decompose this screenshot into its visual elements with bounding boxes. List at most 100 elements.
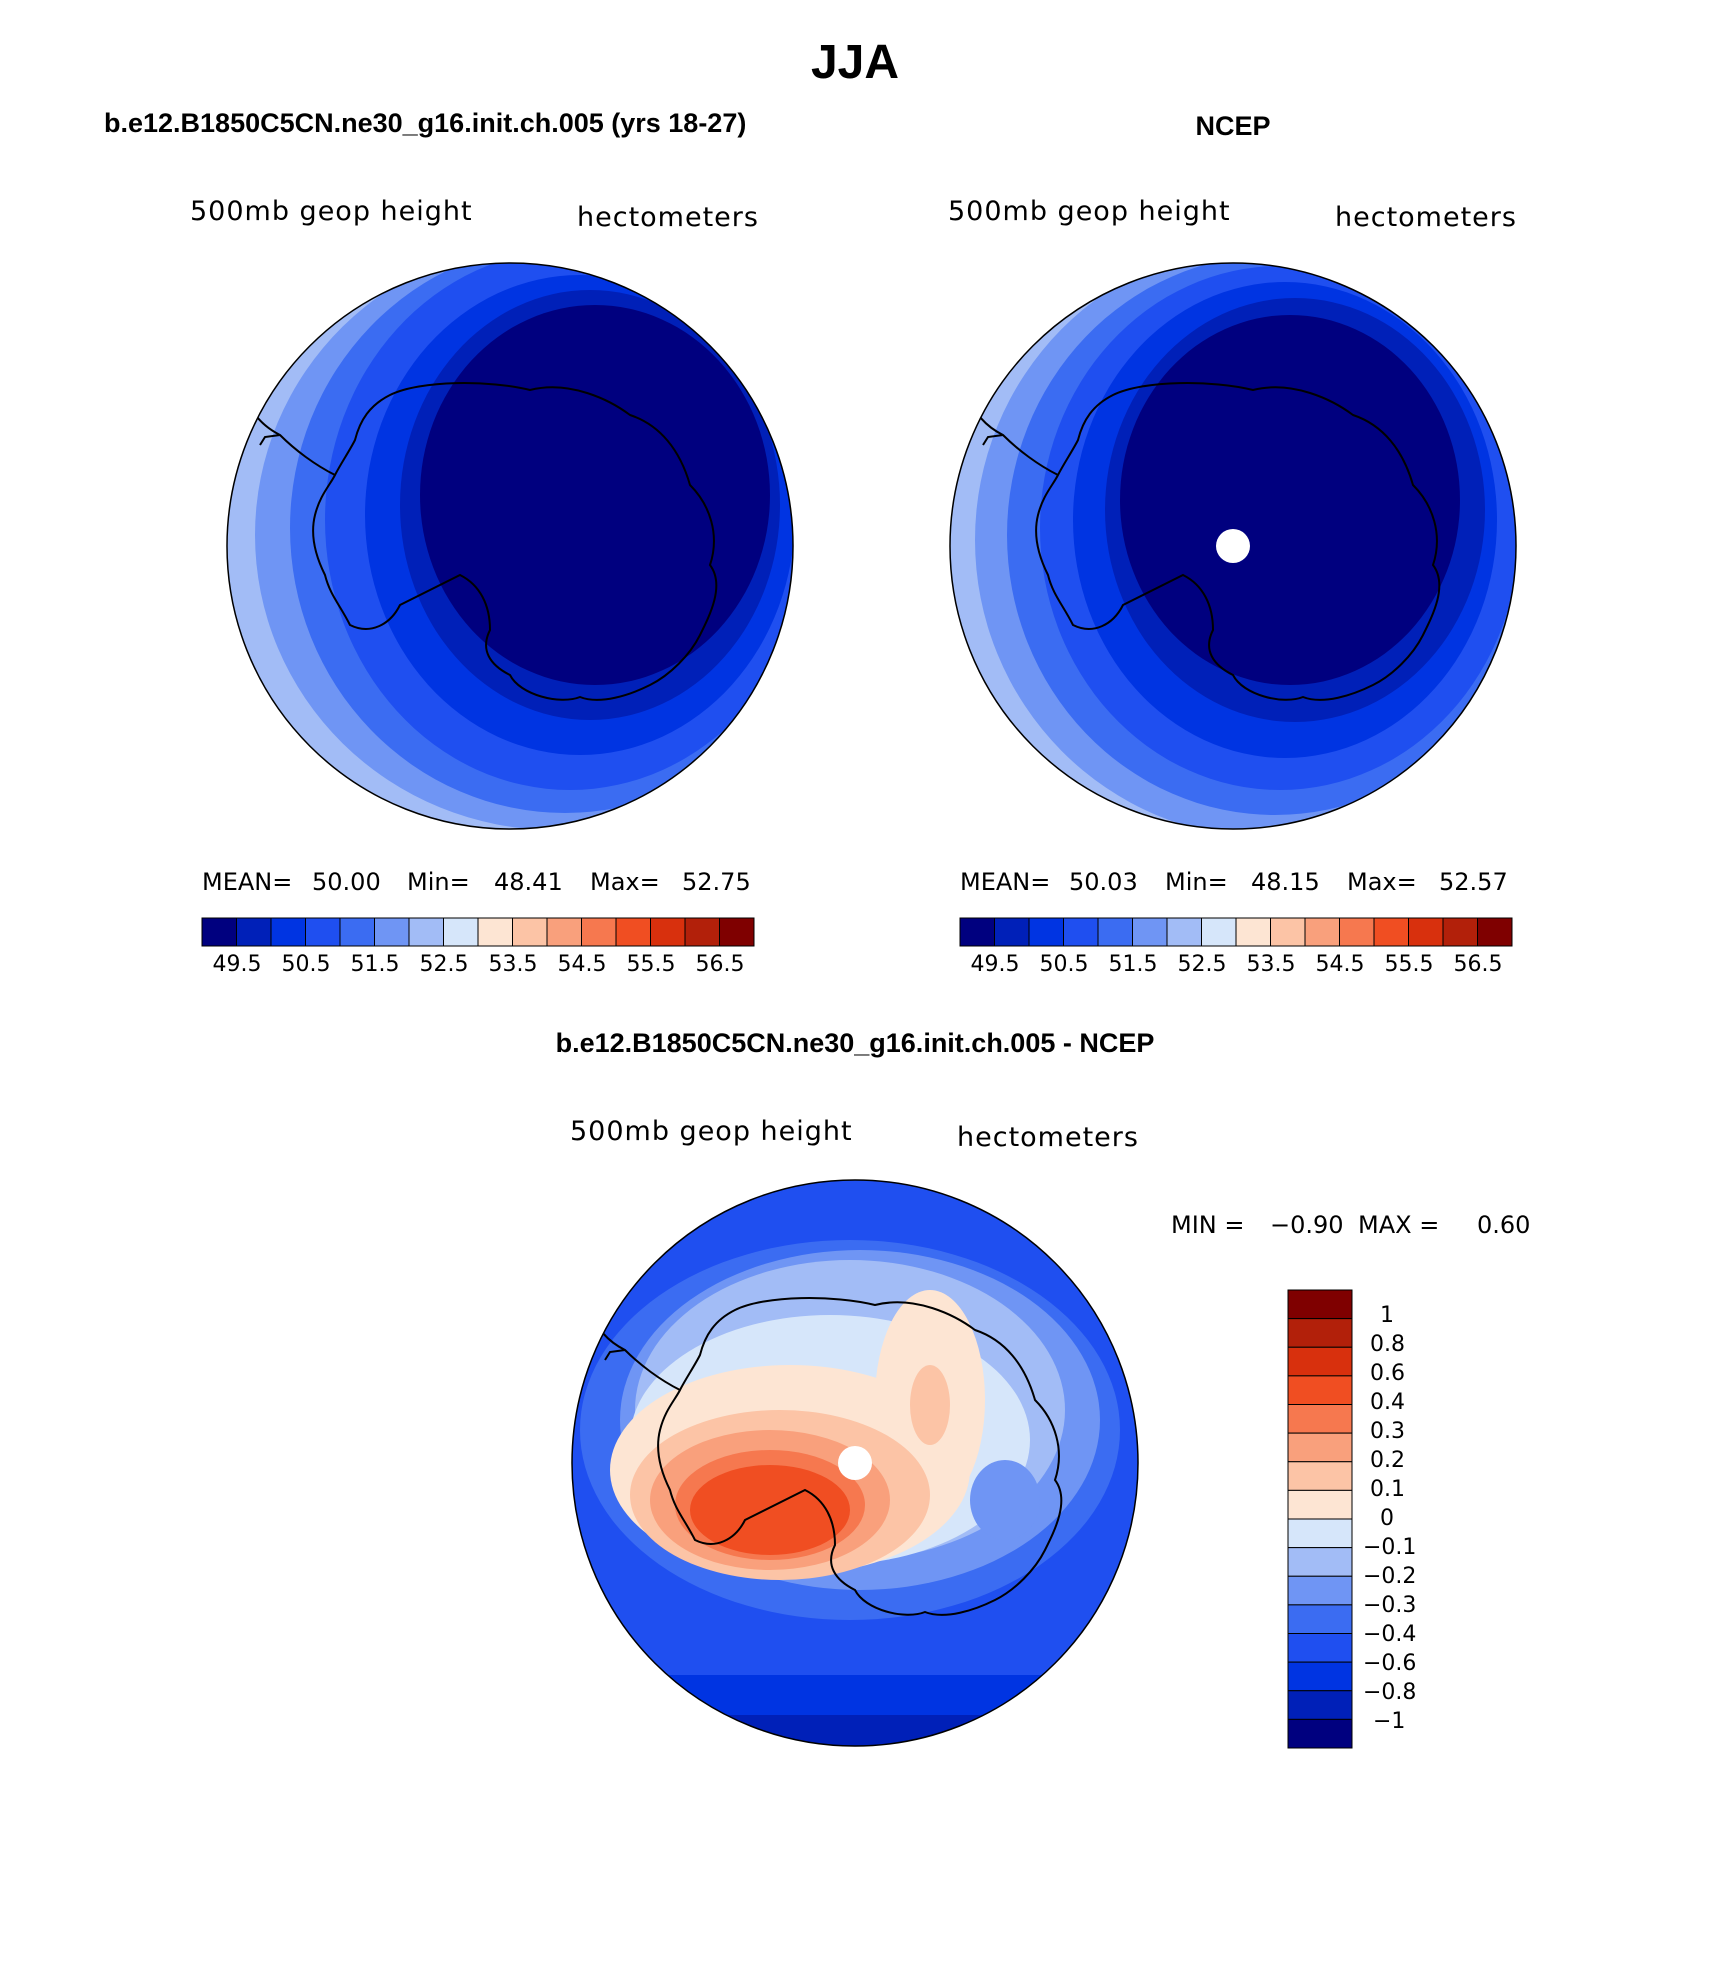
map-obs-border — [949, 262, 1517, 830]
cb-model-label-2: 51.5 — [351, 952, 400, 977]
cb-diff-label-13: −0.8 — [1363, 1680, 1416, 1705]
panel-obs-right-label: hectometers — [1335, 202, 1517, 233]
colorbar-diff-swatch — [1287, 1318, 1353, 1348]
colorbar-diff-swatch — [1287, 1690, 1353, 1720]
colorbar-diff-swatch — [1287, 1518, 1353, 1549]
colorbar-model-swatch — [374, 917, 410, 947]
minmax-diff: MIN = −0.90 MAX = 0.60 — [1171, 1211, 1530, 1239]
cb-diff-label-7: 0 — [1380, 1506, 1394, 1531]
cb-obs-label-5: 54.5 — [1316, 952, 1365, 977]
cb-diff-label-11: −0.4 — [1363, 1622, 1416, 1647]
map-obs — [950, 263, 1516, 829]
colorbar-obs-swatch — [1201, 917, 1237, 947]
colorbar-model-swatch — [719, 917, 755, 947]
stats-obs-min-label: Min= — [1165, 868, 1228, 896]
stats-obs-mean: 50.03 — [1069, 868, 1138, 896]
colorbar-obs-swatch — [1304, 917, 1340, 947]
colorbar-obs-swatch — [1097, 917, 1133, 947]
colorbar-model — [201, 917, 755, 947]
colorbar-model-swatch — [615, 917, 651, 947]
panel-model: b.e12.B1850C5CN.ne30_g16.init.ch.005 (yr… — [104, 108, 794, 977]
colorbar-obs-swatch — [959, 917, 995, 947]
colorbar-diff-swatch — [1287, 1432, 1353, 1463]
colorbar-obs-swatch — [1339, 917, 1375, 947]
colorbar-model-swatch — [236, 917, 272, 947]
minmax-diff-min: −0.90 — [1270, 1211, 1344, 1239]
panel-obs-left-label: 500mb geop height — [948, 196, 1231, 227]
colorbar-obs-swatch — [1373, 917, 1409, 947]
stats-model-mean: 50.00 — [312, 868, 381, 896]
colorbar-obs-labels: 49.5 50.5 51.5 52.5 53.5 54.5 55.5 56.5 — [971, 952, 1503, 977]
cb-obs-label-4: 53.5 — [1247, 952, 1296, 977]
panel-diff-left-label: 500mb geop height — [570, 1116, 853, 1147]
colorbar-diff-swatch — [1287, 1346, 1353, 1377]
panel-diff-right-label: hectometers — [957, 1122, 1139, 1153]
colorbar-obs-swatch — [1028, 917, 1064, 947]
colorbar-diff-swatch — [1287, 1575, 1353, 1606]
cb-model-label-1: 50.5 — [282, 952, 331, 977]
colorbar-model-swatch — [684, 917, 720, 947]
colorbar-model-swatch — [305, 917, 341, 947]
colorbar-diff-labels: 1 0.8 0.6 0.4 0.3 0.2 0.1 0 −0.1 −0.2 −0… — [1363, 1303, 1416, 1734]
map-diff-border — [571, 1179, 1139, 1747]
cb-diff-label-6: 0.1 — [1370, 1477, 1405, 1502]
colorbar-obs-swatch — [1270, 917, 1306, 947]
colorbar-obs-swatch — [1408, 917, 1444, 947]
colorbar-model-swatch — [201, 917, 237, 947]
colorbar-diff-swatch — [1287, 1461, 1353, 1491]
page-title: JJA — [811, 36, 899, 89]
stats-obs-mean-label: MEAN= — [960, 868, 1050, 896]
cb-diff-label-5: 0.2 — [1370, 1448, 1405, 1473]
colorbar-model-swatch — [546, 917, 582, 947]
colorbar-diff-swatch — [1287, 1289, 1353, 1320]
colorbar-model-swatch — [270, 917, 306, 947]
colorbar-obs-swatch — [994, 917, 1030, 947]
panel-diff: b.e12.B1850C5CN.ne30_g16.init.ch.005 - N… — [556, 1028, 1530, 1749]
stats-obs: MEAN= 50.03 Min= 48.15 Max= 52.57 — [960, 868, 1508, 896]
cb-obs-label-3: 52.5 — [1178, 952, 1227, 977]
colorbar-diff-swatch — [1287, 1718, 1353, 1749]
cb-model-label-5: 54.5 — [558, 952, 607, 977]
cb-obs-label-6: 55.5 — [1385, 952, 1434, 977]
stats-obs-max: 52.57 — [1439, 868, 1508, 896]
cb-diff-label-1: 0.8 — [1370, 1332, 1405, 1357]
panel-model-title: b.e12.B1850C5CN.ne30_g16.init.ch.005 (yr… — [104, 108, 746, 138]
colorbar-obs-swatch — [1132, 917, 1168, 947]
cb-model-label-6: 55.5 — [627, 952, 676, 977]
colorbar-obs-swatch — [1442, 917, 1478, 947]
cb-model-label-0: 49.5 — [213, 952, 262, 977]
colorbar-obs — [959, 917, 1513, 947]
map-model-border — [226, 262, 794, 830]
cb-diff-label-3: 0.4 — [1370, 1390, 1405, 1415]
cb-diff-label-14: −1 — [1373, 1709, 1405, 1734]
cb-diff-label-2: 0.6 — [1370, 1361, 1405, 1386]
colorbar-diff — [1287, 1289, 1353, 1749]
stats-model-min: 48.41 — [494, 868, 563, 896]
map-model — [227, 263, 793, 829]
colorbar-obs-swatch — [1235, 917, 1271, 947]
colorbar-model-swatch — [339, 917, 375, 947]
colorbar-diff-swatch — [1287, 1661, 1353, 1692]
cb-diff-label-9: −0.2 — [1363, 1564, 1416, 1589]
colorbar-model-swatch — [512, 917, 548, 947]
colorbar-diff-swatch — [1287, 1547, 1353, 1577]
stats-obs-max-label: Max= — [1347, 868, 1417, 896]
minmax-diff-max-label: MAX = — [1358, 1211, 1439, 1239]
cb-model-label-7: 56.5 — [696, 952, 745, 977]
panel-model-right-label: hectometers — [577, 202, 759, 233]
colorbar-model-labels: 49.5 50.5 51.5 52.5 53.5 54.5 55.5 56.5 — [213, 952, 745, 977]
cb-obs-label-1: 50.5 — [1040, 952, 1089, 977]
colorbar-model-swatch — [581, 917, 617, 947]
cb-obs-label-0: 49.5 — [971, 952, 1020, 977]
map-diff — [572, 1180, 1138, 1746]
colorbar-diff-swatch — [1287, 1404, 1353, 1434]
cb-diff-label-10: −0.3 — [1363, 1593, 1416, 1618]
stats-model-max: 52.75 — [682, 868, 751, 896]
minmax-diff-max: 0.60 — [1477, 1211, 1530, 1239]
stats-model-min-label: Min= — [407, 868, 470, 896]
colorbar-model-swatch — [650, 917, 686, 947]
cb-diff-label-0: 1 — [1380, 1303, 1394, 1328]
colorbar-obs-swatch — [1477, 917, 1513, 947]
minmax-diff-min-label: MIN = — [1171, 1211, 1244, 1239]
